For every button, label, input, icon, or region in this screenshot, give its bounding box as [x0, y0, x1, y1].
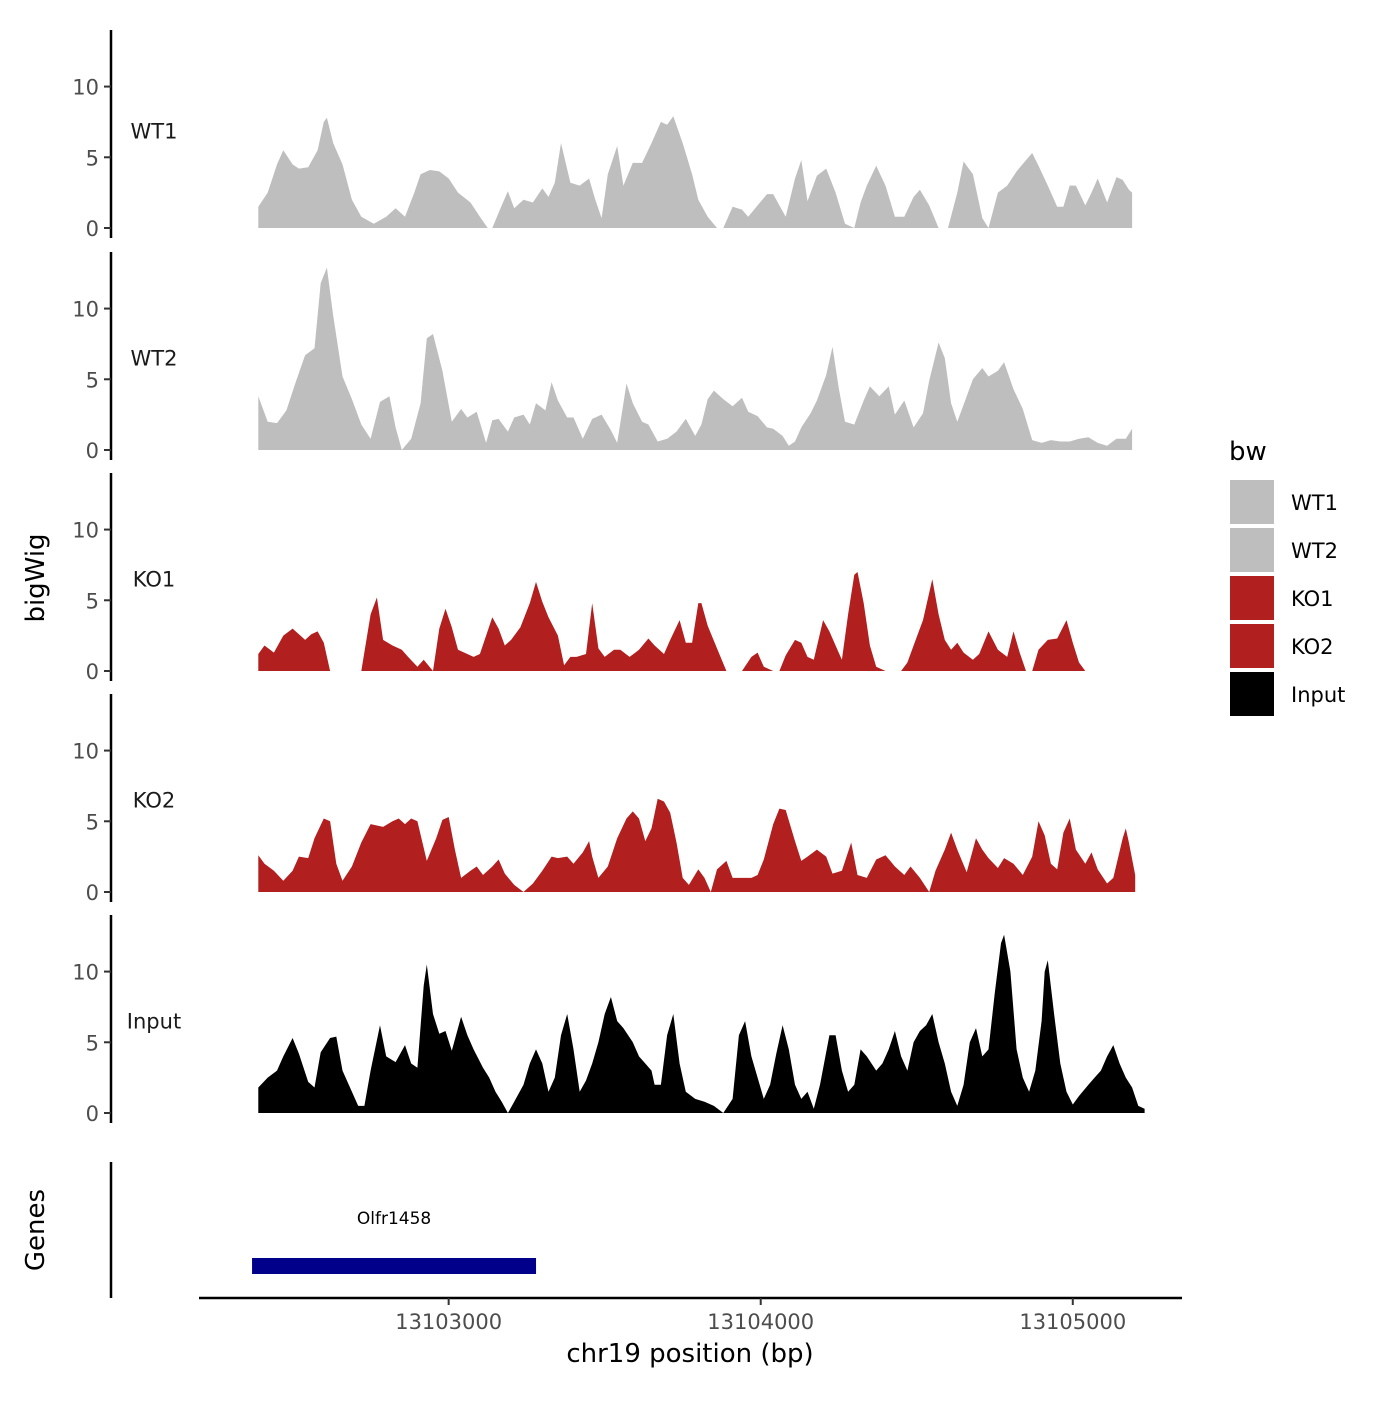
legend-label-ko1: KO1 [1291, 587, 1334, 611]
y-tick-label: 0 [86, 439, 99, 463]
track-label-ko1: KO1 [133, 567, 176, 591]
y-tick-label: 0 [86, 217, 99, 241]
legend-key-input [1230, 672, 1274, 716]
y-tick-label: 5 [86, 1031, 99, 1055]
y-tick-label: 5 [86, 589, 99, 613]
track-area-ko1 [258, 572, 1086, 671]
track-area-ko2 [258, 798, 1136, 892]
x-tick-label: 13105000 [1019, 1310, 1126, 1334]
genes-axis-title: Genes [21, 1189, 51, 1271]
x-axis: 13103000 13104000 13105000 [199, 1296, 1182, 1334]
legend-label-wt1: WT1 [1291, 491, 1338, 515]
track-label-wt1: WT1 [131, 119, 178, 143]
gene-label-olfr1458: Olfr1458 [357, 1209, 431, 1229]
y-tick-label: 0 [86, 1102, 99, 1126]
y-tick-label: 10 [72, 740, 99, 764]
x-tick-label: 13104000 [707, 1310, 814, 1334]
y-tick-label: 10 [72, 519, 99, 543]
legend-label-ko2: KO2 [1291, 635, 1334, 659]
track-area-wt1 [258, 116, 1133, 228]
track-label-ko2: KO2 [133, 788, 176, 812]
track-area-input [258, 934, 1145, 1113]
legend-key-ko1 [1230, 576, 1274, 620]
track-label-input: Input [127, 1009, 181, 1033]
track-area-wt2 [258, 267, 1133, 450]
track-panel-wt1: 0 5 10 WT1 [72, 30, 1133, 241]
legend-title: bw [1229, 437, 1267, 467]
x-tick-label: 13103000 [395, 1310, 502, 1334]
track-panel-input: 0 5 10 Input [72, 915, 1145, 1126]
track-panel-ko2: 0 5 10 KO2 [72, 694, 1136, 905]
track-panel-wt2: 0 5 10 WT2 [72, 252, 1133, 463]
track-panels: 0 5 10 WT1 0 5 10 WT2 0 5 10 KO1 0 5 10 KO2 0 5 10 Input [72, 30, 1145, 1126]
genes-panel: Olfr1458 [109, 1162, 537, 1298]
x-axis-title: chr19 position (bp) [566, 1339, 813, 1369]
y-tick-label: 0 [86, 660, 99, 684]
y-tick-label: 5 [86, 810, 99, 834]
y-tick-label: 5 [86, 146, 99, 170]
y-tick-label: 5 [86, 368, 99, 392]
legend-key-ko2 [1230, 624, 1274, 668]
y-tick-label: 0 [86, 881, 99, 905]
track-panel-ko1: 0 5 10 KO1 [72, 473, 1086, 684]
legend-label-wt2: WT2 [1291, 539, 1338, 563]
legend: bw WT1 WT2 KO1 KO2 Input [1229, 437, 1345, 716]
gene-bar-olfr1458 [252, 1258, 537, 1274]
y-tick-label: 10 [72, 76, 99, 100]
y-axis-title: bigWig [21, 533, 51, 622]
y-tick-label: 10 [72, 298, 99, 322]
legend-key-wt2 [1230, 528, 1274, 572]
legend-label-input: Input [1291, 683, 1345, 707]
y-tick-label: 10 [72, 961, 99, 985]
track-label-wt2: WT2 [131, 346, 178, 370]
legend-key-wt1 [1230, 480, 1274, 524]
